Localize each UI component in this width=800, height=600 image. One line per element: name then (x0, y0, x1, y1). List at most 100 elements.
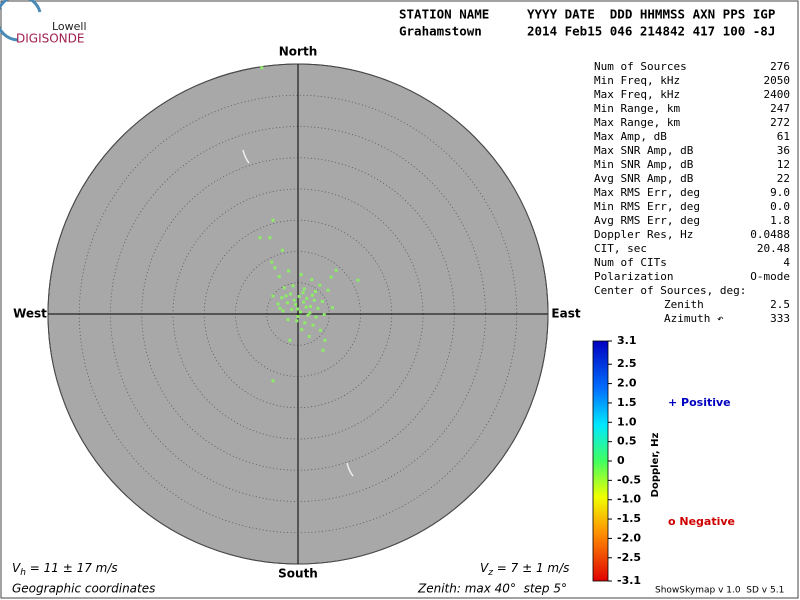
compass-label: North (279, 45, 317, 59)
logo-top: Lowell (52, 20, 87, 33)
stat-label: Max Range, km (594, 116, 680, 129)
colorbar-scale (592, 340, 609, 582)
stat-label: Polarization (594, 270, 673, 283)
source-point (320, 300, 324, 303)
stat-label: Min Freq, kHz (594, 74, 680, 87)
source-point (296, 315, 300, 318)
colorbar-tick-label: 3.1 (617, 334, 637, 347)
colorbar-tick-label: 0.5 (617, 435, 637, 448)
stat-value: 12 (777, 158, 790, 171)
stat-label: Avg SNR Amp, dB (594, 172, 694, 185)
header-value: Grahamstown (399, 24, 482, 39)
colorbar-tick-label: 2.5 (617, 357, 637, 370)
stat-value: 4 (783, 256, 790, 269)
colorbar-tick-label: 0 (617, 454, 625, 467)
source-point (302, 300, 306, 304)
vz-sub: z (487, 568, 493, 578)
coords: Geographic coordinates (12, 582, 155, 596)
source-point (271, 294, 275, 298)
stat-label: Avg RMS Err, deg (594, 214, 700, 227)
source-point (292, 298, 296, 302)
source-point (334, 268, 338, 272)
compass-label: East (551, 307, 580, 321)
vh: Vh = 11 ± 17 m/s (12, 561, 118, 578)
colorbar-tick-label: -2.5 (617, 551, 641, 564)
source-point (268, 236, 272, 240)
zenith-info: Zenith: max 40° step 5° (417, 582, 567, 596)
source-point (310, 293, 314, 297)
source-point (297, 295, 301, 298)
source-point (308, 311, 312, 315)
source-point (306, 313, 310, 317)
source-point (280, 248, 284, 252)
center-label: Azimuth ↶ (664, 312, 724, 325)
center-value: 2.5 (770, 298, 790, 311)
source-point (289, 292, 292, 296)
stat-label: Max Freq, kHz (594, 88, 680, 101)
source-point (319, 328, 322, 332)
compass-label: West (13, 307, 47, 321)
stat-value: 0.0 (770, 200, 790, 213)
source-point (301, 291, 305, 295)
source-point (290, 308, 294, 312)
source-point (271, 218, 275, 222)
header-value: 2014 Feb15 046 214842 417 100 -8J (527, 24, 775, 39)
colorbar-tick-label: -3.1 (617, 574, 641, 587)
stat-label: Max Amp, dB (594, 130, 667, 143)
source-point (282, 286, 286, 290)
source-point (302, 287, 306, 291)
colorbar-tick-label: -0.5 (617, 473, 641, 486)
stat-value: O-mode (750, 270, 790, 283)
header-label: YYYY DATE DDD HHMMSS AXN PPS IGP (527, 7, 775, 22)
stat-value: 2050 (764, 74, 791, 87)
stat-label: Num of CITs (594, 256, 667, 269)
stat-label: CIT, sec (594, 242, 647, 255)
colorbar-tick-label: -1.0 (617, 493, 641, 506)
colorbar-tick-label: 1.0 (617, 415, 637, 428)
source-point (286, 318, 290, 322)
source-point (312, 298, 316, 302)
vz-sym: V (480, 561, 489, 575)
stats-table: Num of Sources 276 Min Freq, kHz 2050 Max Fr… (594, 60, 790, 325)
source-point (310, 278, 314, 282)
source-point (318, 283, 322, 287)
stat-value: 1.8 (770, 214, 790, 227)
stat-value: 276 (770, 60, 790, 73)
colorbar-tick-label: -1.5 (617, 512, 641, 525)
source-point (291, 284, 295, 288)
sky-plot: North South West East (13, 45, 581, 581)
source-point (326, 288, 330, 292)
source-point (330, 306, 334, 310)
source-point (285, 301, 289, 305)
source-point (314, 290, 317, 293)
source-point (288, 338, 292, 342)
stat-value: 9.0 (770, 186, 790, 199)
vz: Vz = 7 ± 1 m/s (480, 561, 569, 578)
source-point (271, 379, 275, 383)
source-point (303, 321, 307, 325)
vh-val: = 11 ± 17 m/s (26, 561, 118, 575)
stat-label: Max RMS Err, deg (594, 186, 700, 199)
source-point (321, 348, 325, 352)
source-point (329, 275, 333, 279)
source-point (304, 305, 308, 309)
stat-value: 0.0488 (750, 228, 790, 241)
stat-value: 22 (777, 172, 790, 185)
artifact (346, 462, 354, 477)
stat-value: 247 (770, 102, 790, 115)
source-point (278, 306, 282, 310)
source-point (311, 323, 315, 327)
negative-legend: o Negative (668, 515, 735, 528)
source-point (277, 275, 281, 278)
source-point (284, 294, 288, 298)
source-point (305, 296, 309, 300)
vh-sym: V (12, 561, 21, 575)
source-point (323, 338, 327, 342)
colorbar-tick-label: 2.0 (617, 377, 637, 390)
header-label: STATION NAME (399, 7, 489, 22)
stat-label: Min SNR Amp, dB (594, 158, 694, 171)
source-point (309, 305, 312, 308)
stat-label: Min Range, km (594, 102, 680, 115)
source-point (273, 266, 277, 270)
